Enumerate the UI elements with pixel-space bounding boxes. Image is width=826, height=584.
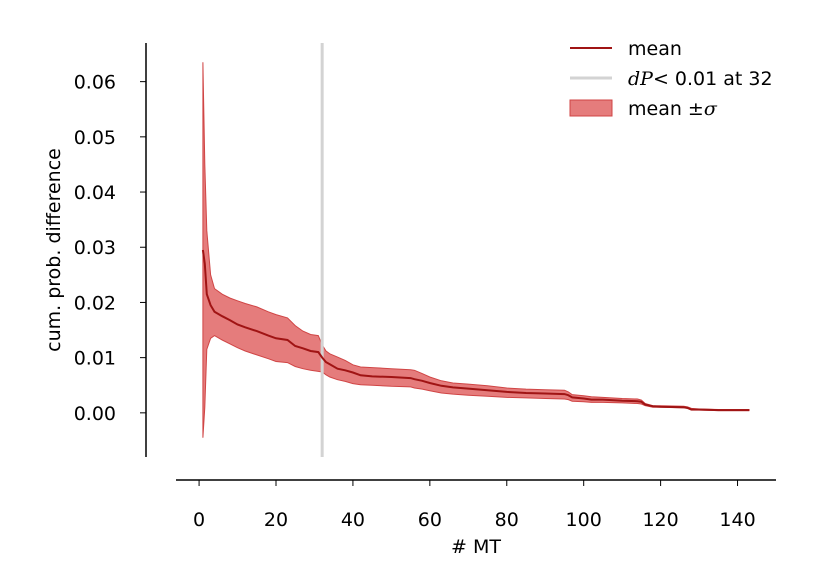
legend-band-prefix: mean ± (628, 98, 704, 120)
x-tick-label: 100 (566, 509, 602, 531)
x-axis-label: # MT (451, 536, 501, 558)
y-tick-label: 0.04 (74, 182, 116, 204)
legend-threshold-rest: < 0.01 at 32 (653, 68, 773, 90)
y-tick-label: 0.02 (74, 292, 116, 314)
y-tick-label: 0.01 (74, 348, 116, 370)
legend-label-threshold: dP< 0.01 at 32 (628, 68, 773, 90)
y-tick-label: 0.00 (74, 403, 116, 425)
x-tick-label: 80 (495, 509, 519, 531)
x-tick-label: 20 (264, 509, 288, 531)
legend-threshold-dp: dP (628, 68, 654, 90)
legend-swatch-band (569, 99, 613, 117)
series-mean-line (201, 249, 750, 412)
legend-label-mean: mean (628, 38, 682, 60)
y-tick-label: 0.06 (74, 72, 116, 94)
y-tick-label: 0.03 (74, 237, 116, 259)
y-tick-label: 0.05 (74, 127, 116, 149)
plot-area (201, 43, 750, 457)
x-tick-label: 0 (193, 509, 205, 531)
x-tick-label: 60 (418, 509, 442, 531)
legend-band-sigma: σ (704, 98, 718, 120)
legend-label-band: mean ±σ (628, 98, 718, 120)
x-tick-label: 40 (341, 509, 365, 531)
y-axis-label: cum. prob. difference (43, 148, 65, 352)
legend: mean dP< 0.01 at 32 mean ±σ (569, 38, 773, 120)
x-tick-label: 140 (719, 509, 755, 531)
x-tick-label: 120 (642, 509, 678, 531)
axes: 0.00 0.01 0.02 0.03 0.04 0.05 0.06 0 20 40 60 80 100… (74, 43, 776, 531)
